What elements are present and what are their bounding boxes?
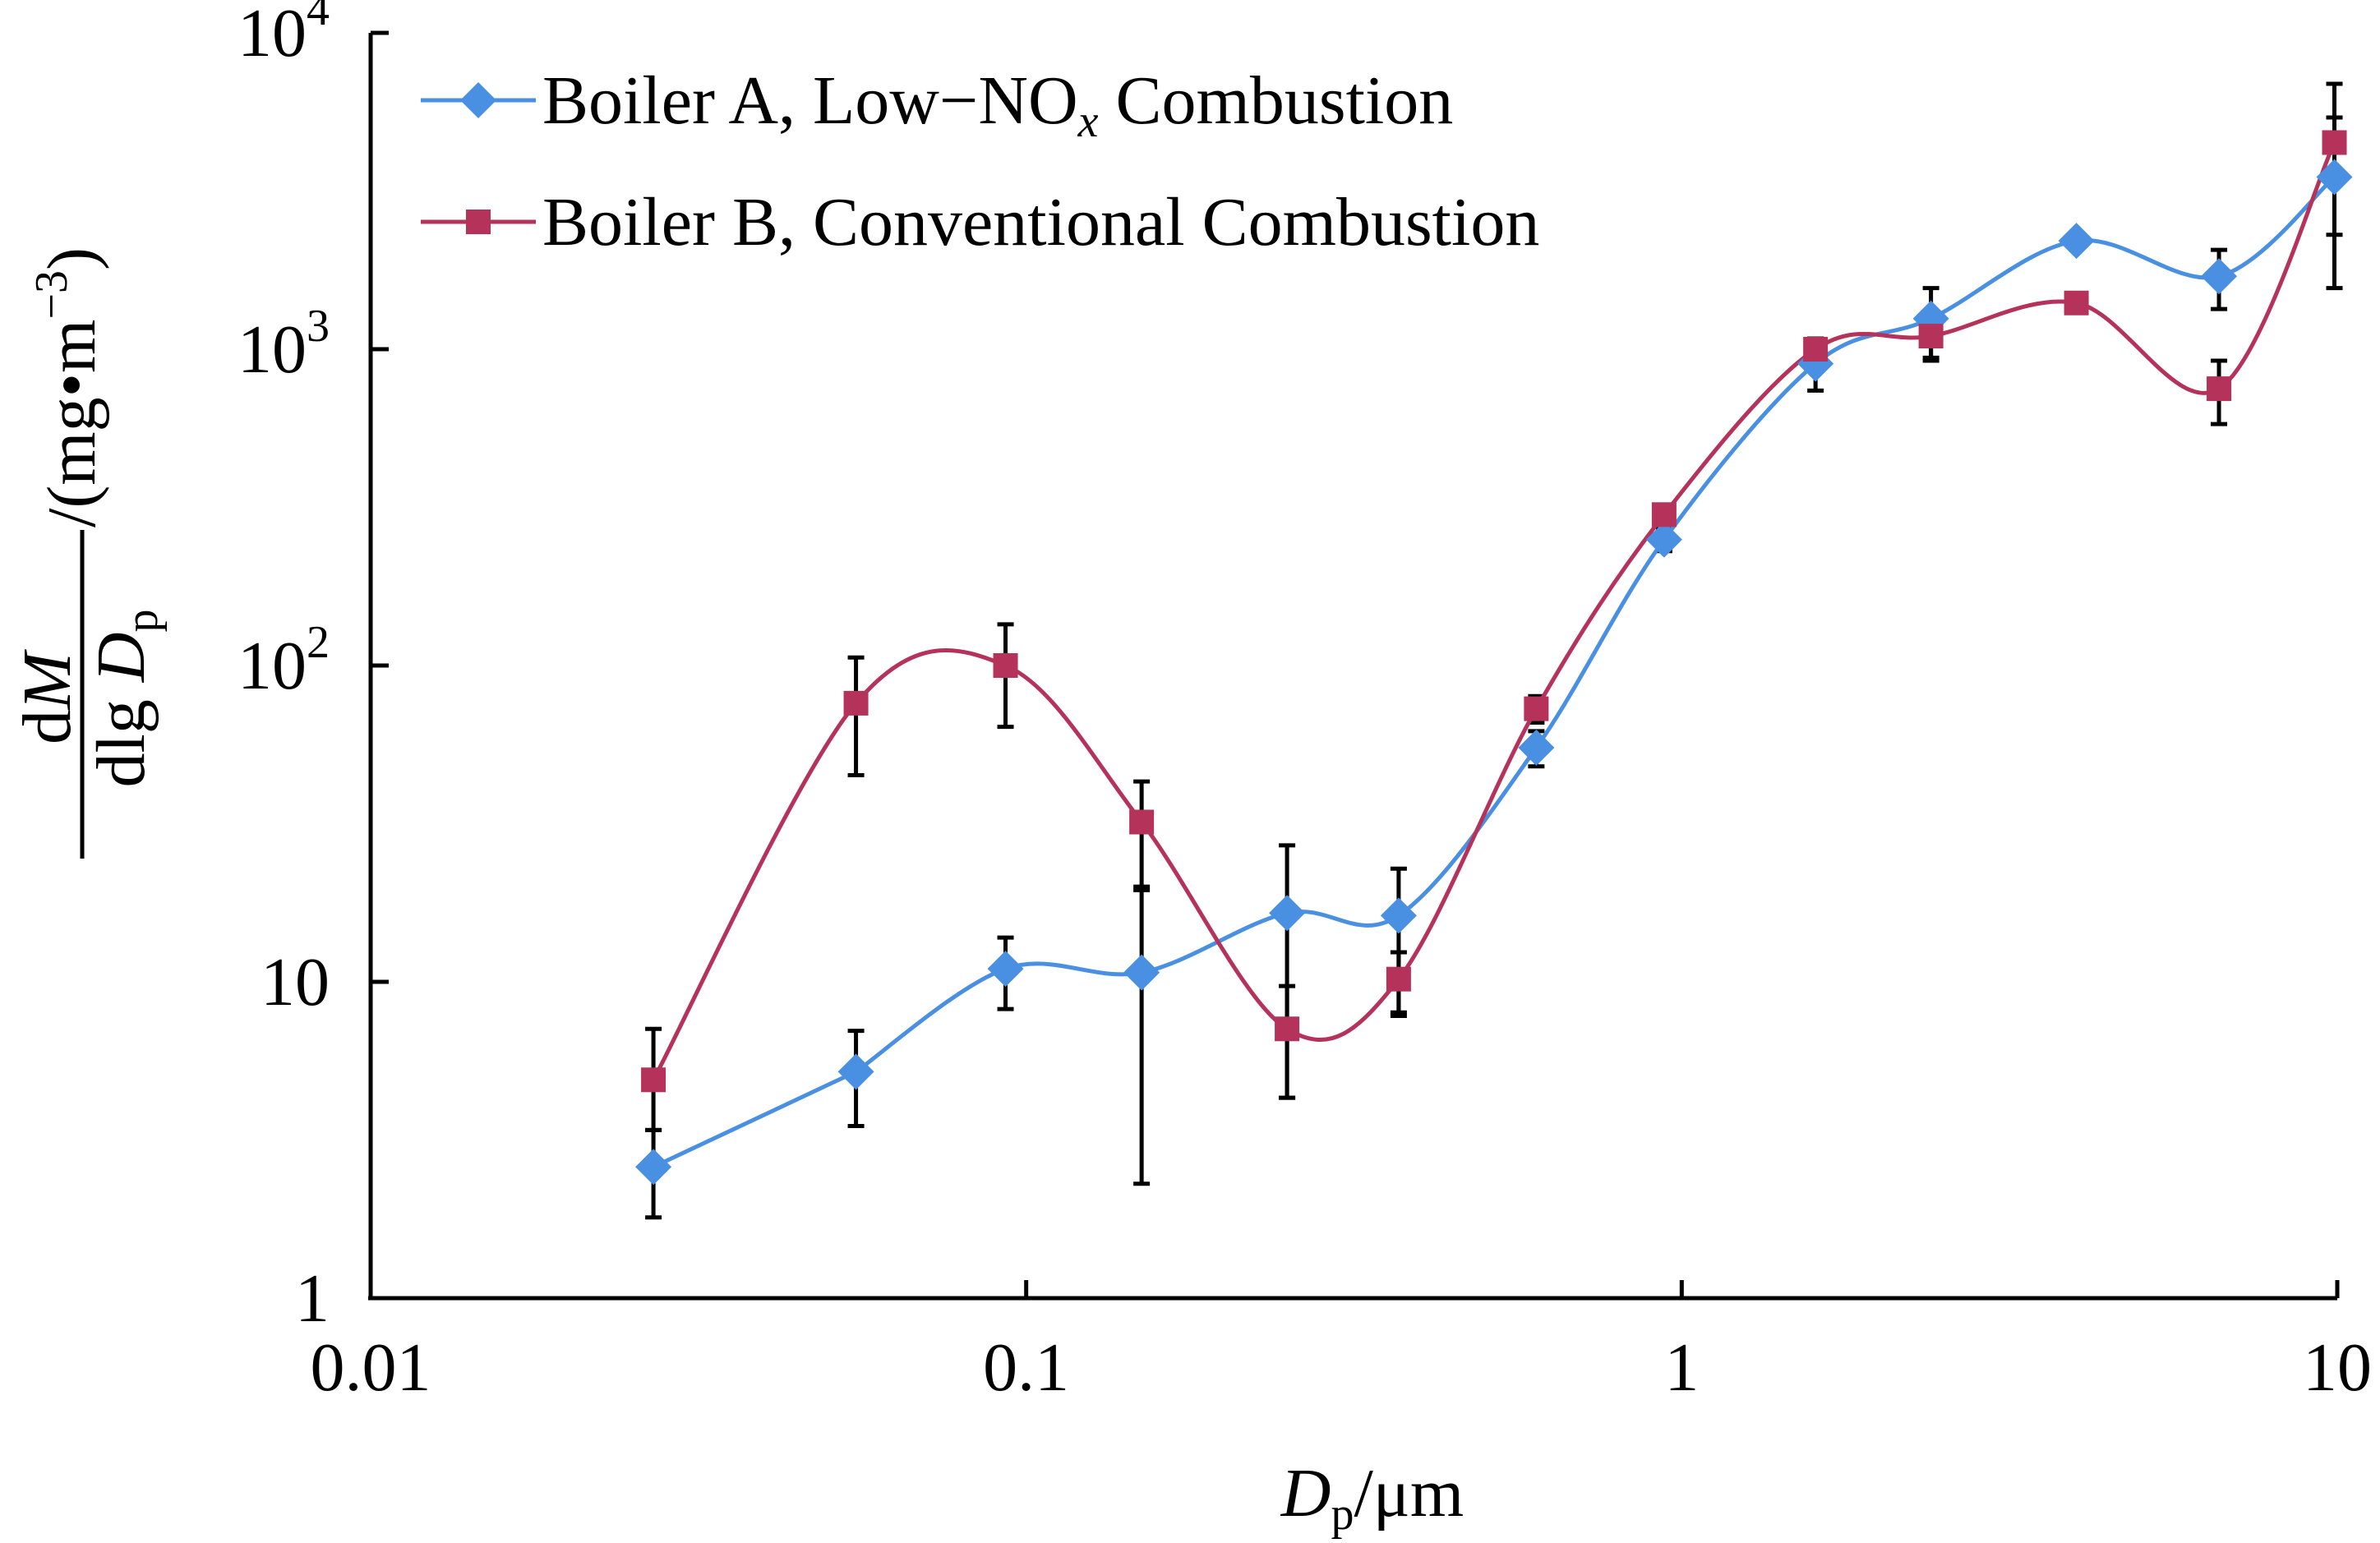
y-tick-exponent: 2: [307, 617, 330, 668]
y-den-prefix: dlg: [83, 682, 159, 787]
markers-layer: [635, 130, 2353, 1186]
series-b-marker: [641, 1067, 666, 1093]
series-b-marker: [2064, 290, 2089, 316]
y-axis-title-unit: /(mg•m−3): [26, 247, 110, 527]
series-a-marker: [2316, 159, 2353, 196]
y-tick-label: 104: [238, 0, 330, 71]
legend-entry-a-label-sub: x: [1077, 96, 1099, 147]
series-a-marker: [2201, 258, 2238, 295]
series-a-marker: [987, 951, 1024, 988]
series-b-marker: [1524, 696, 1549, 721]
legend-entry-a-label: Boiler A, Low−NOx Combustion: [542, 62, 1453, 147]
series-a-marker: [1269, 895, 1306, 932]
x-axis-title-var: D: [1280, 1455, 1331, 1531]
series-a-marker: [1380, 897, 1417, 934]
x-tick-label: 0.01: [311, 1329, 431, 1406]
x-tick-label: 0.1: [983, 1329, 1069, 1406]
series-a-line: [653, 175, 2336, 1169]
series-a-marker: [1123, 954, 1160, 991]
series-b-marker: [1803, 337, 1829, 362]
legend-entry-b-marker: [466, 210, 491, 234]
series-a-marker: [1518, 729, 1555, 766]
y-axis-title: dM dlg Dp /(mg•m−3): [9, 247, 168, 859]
y-axis-title-numerator: dM: [9, 649, 85, 744]
y-tick-label: 103: [238, 301, 330, 388]
y-tick-label: 102: [238, 617, 330, 704]
series-b-line: [651, 141, 2336, 1081]
series-b-marker: [1386, 966, 1411, 992]
series-b-marker: [1918, 324, 1944, 349]
legend-entry-b-label: Boiler B, Conventional Combustion: [542, 184, 1539, 260]
y-tick-base: 10: [238, 311, 307, 388]
x-axis-title-unit: /μm: [1354, 1455, 1464, 1531]
y-tick-base: 10: [238, 628, 307, 704]
y-tick-label: 10: [261, 944, 330, 1020]
x-tick-label: 1: [1664, 1329, 1699, 1406]
y-axis-title-denominator: dlg Dp: [83, 609, 168, 787]
x-axis-title: Dp/μm: [1280, 1455, 1464, 1539]
x-axis-title-sub: p: [1331, 1489, 1354, 1539]
series-b-marker: [1275, 1016, 1300, 1042]
y-tick-exponent: 3: [307, 301, 330, 352]
y-num-var: M: [9, 649, 85, 711]
y-unit-exp: −3: [26, 270, 77, 320]
y-tick-exponent: 4: [307, 0, 330, 35]
series-a-marker: [837, 1053, 874, 1090]
y-num-d: d: [9, 710, 85, 744]
series-b-marker: [2207, 376, 2232, 402]
series-b-marker: [1651, 502, 1677, 527]
y-tick-base: 1: [295, 1260, 330, 1337]
legend-entry-a-marker: [460, 82, 496, 118]
series-b-marker: [843, 690, 869, 716]
series-a-marker: [635, 1149, 672, 1186]
series-b-marker: [993, 653, 1018, 678]
y-den-sub: p: [117, 609, 168, 632]
legend-entry-a-label-main: Boiler A, Low−NO: [542, 62, 1078, 139]
series-a-marker: [2058, 223, 2095, 260]
y-tick-label: 1: [295, 1260, 330, 1337]
y-den-var: D: [83, 632, 159, 683]
y-unit-pre: /(mg•m: [34, 320, 110, 527]
legend-entry-a-label-post: Combustion: [1099, 62, 1454, 139]
y-tick-base: 10: [261, 944, 330, 1020]
y-unit-post: ): [34, 247, 110, 270]
legend: Boiler A, Low−NOx Combustion Boiler B, Co…: [421, 62, 1539, 260]
series-b-marker: [2322, 130, 2347, 155]
series-a-marker: [1645, 521, 1682, 558]
x-tick-label: 10: [2303, 1329, 2372, 1406]
series-b-marker: [1129, 809, 1155, 835]
y-tick-base: 10: [238, 0, 307, 71]
legend-entry-b-label-main: Boiler B, Conventional Combustion: [542, 184, 1539, 260]
